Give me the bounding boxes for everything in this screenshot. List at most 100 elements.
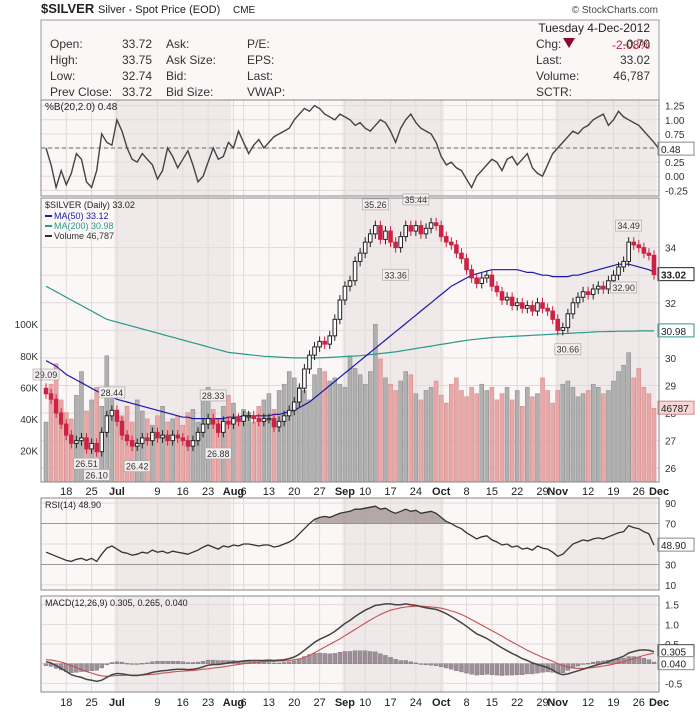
volume-bar <box>585 390 591 483</box>
volume-bar <box>590 383 596 483</box>
candle-body <box>150 431 155 442</box>
x-tick-label: Sep <box>335 486 355 498</box>
candle-body <box>43 387 49 395</box>
macd-histogram-bar <box>444 663 449 669</box>
macd-histogram-bar <box>403 660 408 664</box>
volume-bar <box>611 380 616 483</box>
macd-histogram-bar <box>393 659 398 664</box>
price-annotation: 30.66 <box>554 343 582 356</box>
quote-label: Chg: <box>536 37 561 51</box>
price-annotation-label: 34.49 <box>617 221 640 231</box>
candle-body <box>134 442 140 447</box>
price-annotation-label: 26.10 <box>85 470 108 480</box>
macd-histogram-bar <box>271 662 277 664</box>
quote-label: Bid Size: <box>166 85 213 99</box>
price-annotation-label: 28.44 <box>101 388 124 398</box>
macd-histogram-bar <box>439 663 444 668</box>
macd-y-tick-label: 1.0 <box>665 620 679 631</box>
macd-histogram-bar <box>504 663 510 676</box>
macd-histogram-bar <box>276 662 282 664</box>
volume-bar <box>327 380 332 483</box>
volume-bar <box>444 402 449 483</box>
macd-histogram-bar <box>165 661 170 664</box>
volume-bar <box>69 418 74 483</box>
quote-label: VWAP: <box>247 85 285 99</box>
macd-histogram-bar <box>515 663 520 675</box>
volume-bar <box>540 377 545 483</box>
x-tick-label: 18 <box>60 697 72 709</box>
macd-histogram-bar <box>266 662 272 664</box>
volume-bar <box>205 387 211 483</box>
volume-bar <box>464 396 469 483</box>
volume-bar <box>281 383 287 483</box>
candle-body <box>271 418 277 428</box>
candle-body <box>200 423 206 433</box>
macd-histogram-bar <box>145 662 150 664</box>
volume-bar <box>636 368 642 483</box>
price-annotation: 33.36 <box>382 268 409 281</box>
macd-histogram-bar <box>631 656 636 664</box>
price-frame <box>40 197 660 483</box>
volume-bar <box>251 421 256 483</box>
macd-histogram-bar <box>535 663 540 674</box>
macd-histogram-bar <box>155 661 160 664</box>
candle-body <box>281 415 287 422</box>
x-tick-label: 26 <box>633 697 645 709</box>
candle-body <box>408 225 414 232</box>
macd-histogram-bar <box>494 663 500 676</box>
candle-body <box>550 310 555 320</box>
volume-bar <box>408 374 414 483</box>
pctb-y-tick-label: -0.25 <box>665 186 688 197</box>
candle-body <box>210 418 216 425</box>
candle-body <box>58 412 64 425</box>
macd-histogram-bar <box>175 661 180 664</box>
volume-bar <box>484 390 490 483</box>
quote-value: 32.74 <box>122 69 152 83</box>
price-annotation: 35.26 <box>361 198 389 211</box>
candle-body <box>347 280 353 287</box>
macd-histogram-bar <box>200 661 206 664</box>
macd-histogram-bar <box>89 663 94 671</box>
macd-histogram-bar <box>332 653 337 664</box>
x-tick-label: 26 <box>633 486 645 498</box>
x-tick-label: 17 <box>384 697 396 709</box>
volume-bar <box>565 380 571 483</box>
volume-bar <box>535 393 540 483</box>
volume-bar <box>499 393 505 483</box>
candle-body <box>560 327 566 331</box>
candle-body <box>454 244 459 254</box>
candle-body <box>322 340 327 345</box>
volume-bar <box>651 407 657 483</box>
volume-bar <box>160 406 165 483</box>
candle-body <box>509 296 515 307</box>
candle-body <box>302 368 307 389</box>
candle-body <box>114 409 120 422</box>
candle-body <box>413 225 419 232</box>
candle-body <box>383 230 388 240</box>
volume-bar <box>449 383 454 483</box>
macd-histogram-bar <box>292 660 297 664</box>
macd-hist-last-value: 0.040 <box>661 660 686 671</box>
quote-value: -0.70 <box>623 37 651 51</box>
x-tick-label: 10 <box>359 697 371 709</box>
candle-body <box>246 415 251 418</box>
volume-bar <box>489 387 495 483</box>
candle-body <box>403 225 409 238</box>
rsi-y-tick-label: 90 <box>665 499 677 510</box>
x-tick-label: 27 <box>313 486 325 498</box>
quote-label: Low: <box>50 69 75 83</box>
macd-histogram-bar <box>79 663 84 672</box>
candle-body <box>119 420 125 436</box>
candle-body <box>236 418 241 422</box>
macd-histogram-bar <box>378 653 383 664</box>
candle-body <box>170 434 175 442</box>
volume-bar <box>520 406 525 483</box>
price-annotation-label: 35.44 <box>405 195 428 205</box>
price-annotation-label: 32.90 <box>612 283 635 293</box>
candle-body <box>469 269 474 279</box>
price-y-tick-label: 34 <box>665 244 677 255</box>
macd-histogram-bar <box>342 651 348 664</box>
candle-body <box>438 225 444 238</box>
